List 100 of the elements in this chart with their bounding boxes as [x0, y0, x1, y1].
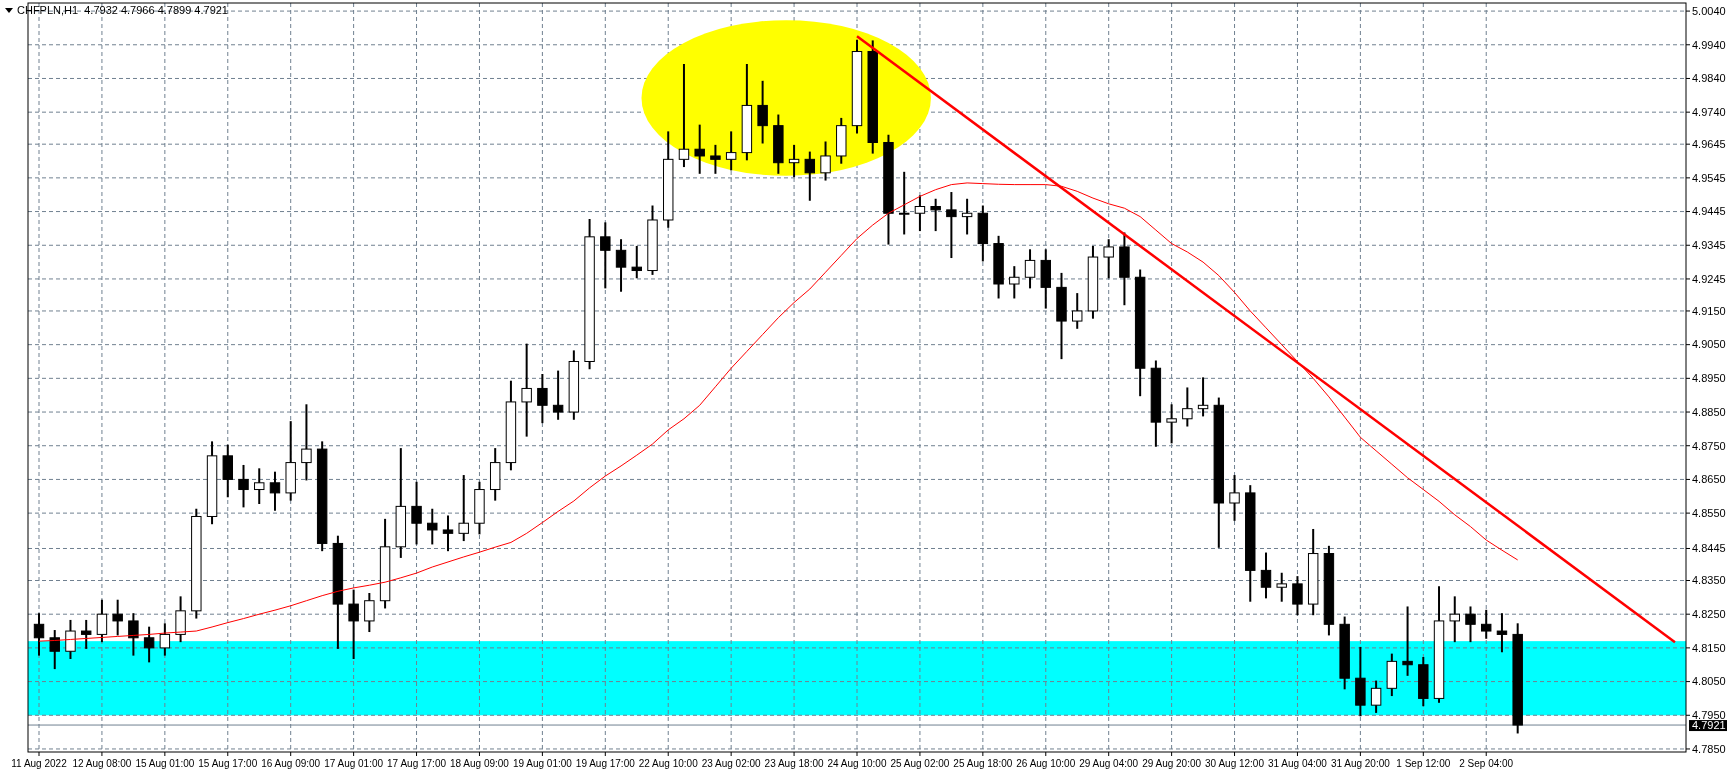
- candlestick: [1260, 552, 1272, 599]
- candlestick: [301, 404, 312, 481]
- candlestick: [1182, 387, 1193, 427]
- candlestick: [1166, 404, 1177, 444]
- x-tick-label: 31 Aug 04:00: [1267, 758, 1328, 769]
- candlestick: [49, 630, 60, 670]
- candlestick: [930, 198, 941, 232]
- candlestick: [725, 131, 737, 171]
- candlestick: [128, 613, 139, 656]
- y-tick-label: 4.9545: [1692, 171, 1726, 184]
- x-tick-label: 17 Aug 01:00: [324, 758, 384, 769]
- y-tick-label: 4.8250: [1692, 608, 1726, 621]
- y-tick-label: 4.8550: [1692, 506, 1726, 519]
- y-tick-label: 4.8050: [1692, 675, 1726, 688]
- x-tick-label: 19 Aug 01:00: [512, 758, 573, 769]
- candlestick: [269, 471, 281, 511]
- candlestick: [537, 373, 548, 424]
- y-tick-label: 4.9740: [1692, 106, 1726, 119]
- x-tick-label: 24 Aug 10:00: [827, 758, 887, 769]
- candlestick: [1072, 293, 1083, 329]
- candlestick: [411, 481, 422, 545]
- y-tick-label: 4.8150: [1692, 641, 1726, 654]
- x-tick-label: 23 Aug 02:00: [701, 758, 762, 769]
- candlestick: [1370, 680, 1382, 713]
- candlestick: [96, 599, 108, 643]
- y-tick-label: 4.9840: [1692, 72, 1726, 85]
- candlestick: [442, 515, 454, 552]
- ref-line-label: 4.7921: [1692, 718, 1726, 731]
- candlestick: [254, 468, 265, 505]
- candlestick: [222, 444, 233, 498]
- y-tick-label: 4.8850: [1692, 405, 1726, 418]
- x-tick-label: 26 Aug 10:00: [1016, 758, 1076, 769]
- y-tick-label: 5.0040: [1692, 4, 1726, 17]
- candlestick: [615, 239, 627, 292]
- candlestick: [458, 475, 469, 542]
- x-tick-label: 15 Aug 01:00: [135, 758, 195, 769]
- chart-title: CHFPLN,H1 4.7932 4.7966 4.7899 4.7921: [17, 4, 228, 16]
- candlestick: [694, 124, 705, 174]
- candlestick: [1229, 475, 1240, 521]
- candlestick: [898, 171, 910, 235]
- candlestick: [238, 464, 249, 508]
- x-tick-label: 25 Aug 18:00: [953, 758, 1013, 769]
- candlestick: [427, 508, 438, 545]
- y-tick-label: 4.9150: [1692, 304, 1726, 317]
- x-tick-label: 11 Aug 2022: [11, 758, 68, 769]
- x-tick-label: 25 Aug 02:00: [890, 758, 950, 769]
- candlestick: [600, 222, 611, 289]
- candlestick: [364, 592, 375, 633]
- y-tick-label: 4.9050: [1692, 338, 1726, 351]
- x-tick-label: 1 Sep 12:00: [1396, 758, 1451, 769]
- x-tick-label: 22 Aug 10:00: [638, 758, 699, 769]
- candlestick: [946, 192, 957, 259]
- y-tick-label: 4.8350: [1692, 574, 1726, 587]
- y-tick-label: 4.9645: [1692, 138, 1726, 151]
- candlestick: [1024, 249, 1036, 289]
- candlestick: [143, 626, 155, 663]
- candlestick: [678, 64, 690, 168]
- y-tick-label: 4.8750: [1692, 439, 1726, 452]
- candlestick: [552, 370, 564, 420]
- candlestick: [820, 141, 831, 181]
- x-tick-label: 30 Aug 12:00: [1205, 758, 1265, 769]
- y-tick-label: 4.9940: [1692, 38, 1726, 51]
- candlestick: [1496, 613, 1508, 653]
- x-tick-label: 2 Sep 04:00: [1459, 758, 1514, 769]
- x-tick-label: 16 Aug 09:00: [261, 758, 321, 769]
- x-tick-label: 29 Aug 20:00: [1142, 758, 1202, 769]
- candlestick: [112, 599, 123, 636]
- candlestick: [348, 589, 359, 659]
- y-tick-label: 4.9345: [1692, 239, 1726, 252]
- candlestick: [804, 151, 816, 201]
- candlestick: [1009, 266, 1020, 299]
- y-tick-label: 4.8950: [1692, 372, 1726, 385]
- y-tick-label: 4.8650: [1692, 473, 1726, 486]
- candlestick: [757, 80, 768, 144]
- candlestick: [33, 613, 45, 656]
- x-tick-label: 17 Aug 17:00: [387, 758, 447, 769]
- candlestick: [631, 245, 642, 279]
- y-tick-label: 4.7850: [1692, 742, 1726, 755]
- y-tick-label: 4.8445: [1692, 542, 1726, 555]
- candlestick: [1481, 609, 1492, 639]
- candlestick: [159, 623, 171, 656]
- x-tick-label: 31 Aug 20:00: [1330, 758, 1391, 769]
- candlestick: [1276, 572, 1287, 602]
- candlestick: [80, 619, 92, 649]
- x-tick-label: 15 Aug 17:00: [198, 758, 258, 769]
- candlestick: [1103, 239, 1114, 279]
- candlestick: [710, 144, 721, 174]
- candlestick: [1465, 606, 1476, 643]
- y-tick-label: 4.9245: [1692, 272, 1726, 285]
- x-tick-label: 23 Aug 18:00: [764, 758, 824, 769]
- candlestick: [1402, 606, 1413, 676]
- candlestick: [65, 619, 76, 659]
- candlestick: [521, 343, 532, 437]
- y-tick-label: 4.9445: [1692, 205, 1726, 218]
- candlestick: [1292, 576, 1303, 616]
- candlestick: [1449, 596, 1460, 643]
- x-tick-label: 18 Aug 09:00: [449, 758, 510, 769]
- x-tick-label: 12 Aug 08:00: [72, 758, 132, 769]
- candlestick: [175, 596, 186, 643]
- x-tick-label: 19 Aug 17:00: [575, 758, 636, 769]
